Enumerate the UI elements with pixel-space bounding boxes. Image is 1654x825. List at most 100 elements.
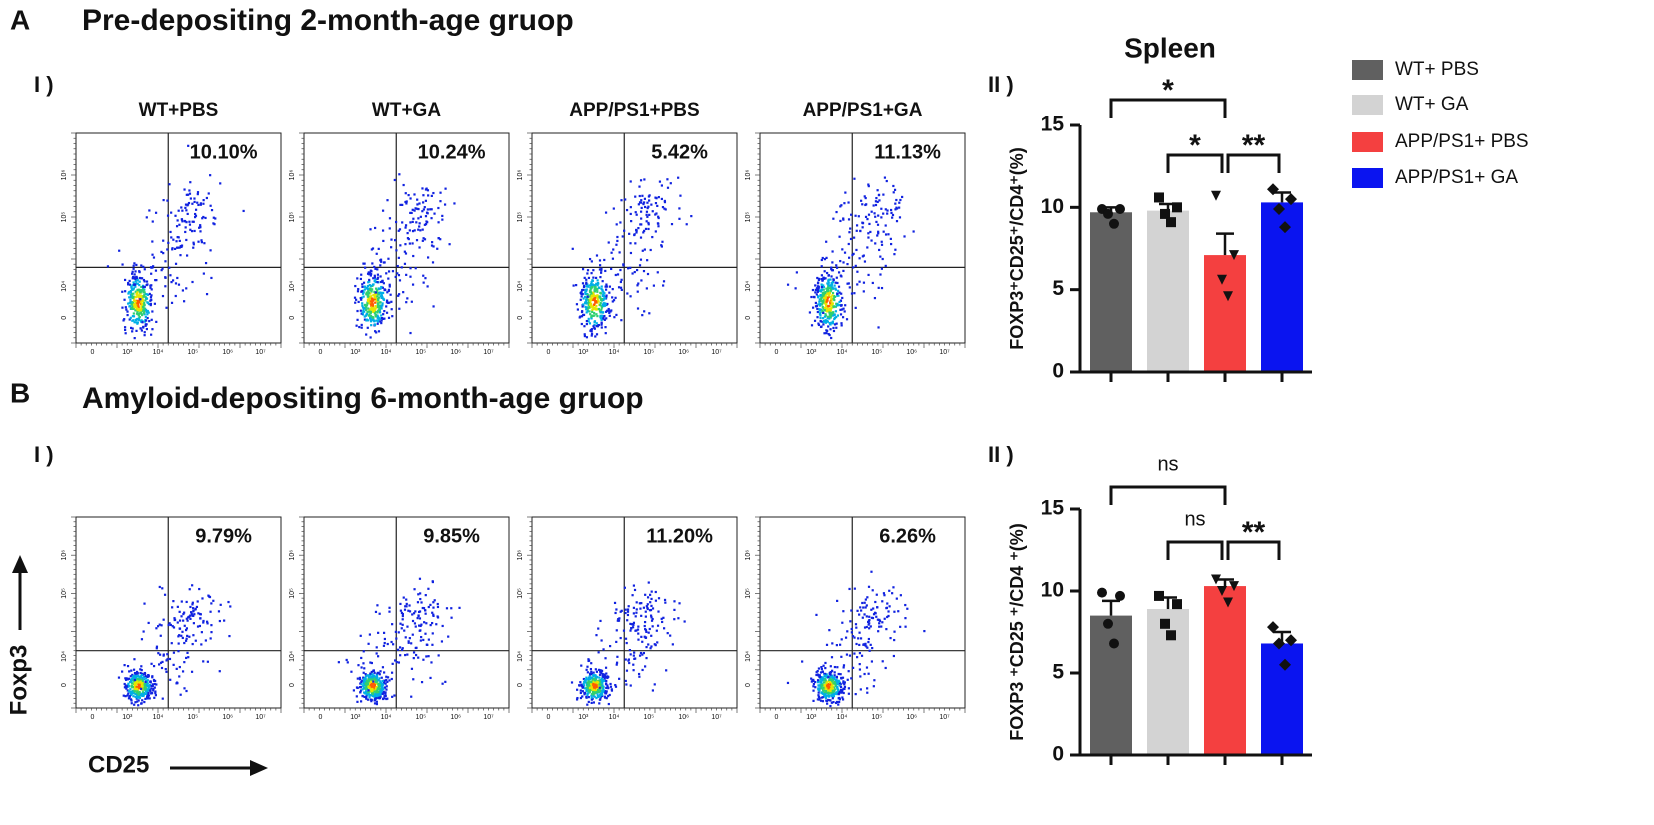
flow-event (356, 277, 359, 280)
flow-event (583, 692, 586, 695)
flow-event (650, 645, 653, 648)
flow-event (589, 290, 592, 293)
flow-event (199, 203, 202, 206)
flow-event (831, 322, 834, 325)
flow-event (367, 291, 371, 295)
flow-event (138, 678, 141, 682)
flow-event (144, 680, 147, 684)
flow-event (177, 635, 180, 638)
flow-event (152, 256, 156, 259)
flow-event (640, 223, 643, 226)
flow-event (144, 677, 148, 680)
flow-event (880, 240, 883, 243)
flow-event (830, 685, 833, 688)
flow-event (146, 313, 149, 316)
flow-event (379, 275, 382, 278)
flow-event (374, 694, 377, 698)
flow-event (369, 698, 372, 701)
flow-event (183, 661, 186, 664)
flow-event (653, 683, 656, 686)
flow-event (912, 230, 915, 233)
flow-event (140, 301, 143, 304)
flow-event (372, 687, 375, 690)
significance-label: * (1162, 74, 1174, 107)
flow-event (368, 694, 371, 697)
flow-event (810, 677, 813, 680)
flow-event (396, 272, 399, 275)
flow-event (614, 685, 618, 688)
flow-event (184, 628, 188, 632)
flow-event (422, 237, 425, 240)
flow-event (135, 305, 139, 309)
flow-event (590, 673, 593, 676)
flow-event (178, 619, 182, 622)
flow-event (412, 612, 416, 615)
flow-event (822, 299, 825, 302)
flow-event (640, 199, 643, 202)
data-point (1211, 190, 1221, 201)
flow-event (183, 624, 186, 627)
quadrant-percent: 5.42% (651, 141, 708, 163)
flow-event (148, 209, 151, 212)
flow-event (360, 326, 363, 329)
quadrant-percent: 6.26% (879, 525, 936, 547)
flow-event (600, 326, 603, 329)
bar (1204, 586, 1246, 755)
flow-event (832, 326, 835, 330)
flow-event (855, 224, 859, 227)
flow-event (180, 206, 183, 209)
flow-event (142, 683, 145, 686)
flow-event (654, 213, 657, 216)
flow-event (598, 259, 602, 262)
flow-event (826, 291, 829, 294)
flow-event (643, 620, 647, 624)
flow-event (831, 678, 834, 682)
flow-event (647, 227, 650, 231)
flow-event (831, 280, 835, 284)
flow-event (842, 218, 845, 221)
flow-event (603, 314, 606, 318)
flow-event (633, 657, 636, 660)
flow-event (830, 275, 833, 278)
flow-event (396, 648, 400, 651)
flow-event (598, 268, 602, 271)
flow-event (867, 620, 870, 624)
flow-event (369, 673, 372, 677)
flow-event (839, 643, 842, 646)
flow-event (610, 251, 613, 254)
flow-event (832, 311, 835, 314)
flow-event (135, 321, 138, 324)
flow-event (818, 309, 821, 312)
flow-event (149, 689, 152, 693)
flow-event (377, 671, 380, 675)
flow-event (202, 621, 205, 624)
flow-event (834, 688, 837, 691)
flow-event (666, 632, 669, 635)
flow-event (583, 687, 586, 690)
flow-event (360, 683, 363, 686)
flow-event (576, 308, 579, 311)
flow-event (594, 679, 597, 682)
flow-event (374, 688, 377, 692)
flow-event (142, 295, 145, 298)
flow-event (429, 603, 432, 607)
flow-event (201, 597, 204, 600)
flow-event (151, 253, 154, 256)
flow-event (199, 230, 202, 233)
flow-event (146, 316, 149, 320)
flow-event (408, 604, 411, 607)
flow-event (598, 702, 601, 705)
flow-event (600, 306, 604, 309)
flow-event (190, 611, 193, 614)
flow-event (377, 309, 380, 312)
flow-event (638, 185, 641, 188)
flow-event (372, 306, 375, 309)
flow-event (683, 620, 686, 623)
flow-event (592, 298, 595, 302)
flow-event (363, 303, 367, 307)
flow-event (854, 264, 857, 267)
flow-event (365, 319, 368, 322)
flow-event (595, 304, 598, 308)
flow-event (132, 303, 136, 307)
flow-event (136, 677, 140, 681)
